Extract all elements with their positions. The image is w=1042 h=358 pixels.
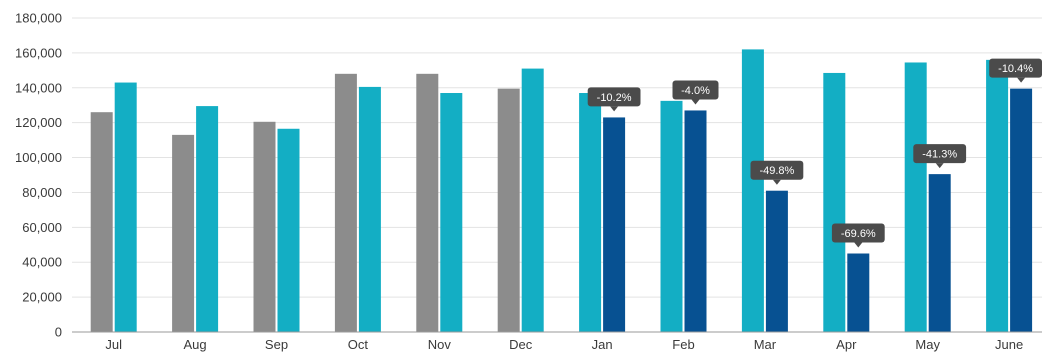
bar-feb-series-2 [660,100,683,332]
bar-june-series-3 [1010,88,1033,333]
bar-dec-series-2 [521,68,544,332]
y-tick-label: 160,000 [15,45,62,60]
bar-feb-series-3 [684,110,707,332]
callout-label: -10.4% [998,63,1033,75]
bar-nov-series-1 [416,73,439,333]
bar-oct-series-1 [334,73,357,333]
callout-may: -41.3% [913,144,967,169]
callout-label: -10.2% [597,92,632,104]
x-tick-label-june: June [995,337,1023,352]
callout-box [587,87,641,107]
callout-box [672,80,719,100]
x-axis-tick-labels: Jul Aug Sep Oct Nov Dec Jan Feb Mar Apr May June [105,337,1023,352]
bar-mar-series-2 [741,49,764,333]
bar-may-series-3 [928,174,951,332]
x-tick-label-aug: Aug [184,337,207,352]
x-tick-label-oct: Oct [348,337,369,352]
callout-june: -10.4% [989,58,1042,83]
callout-box [913,144,967,164]
bar-june-series-2 [986,59,1009,332]
y-tick-label: 80,000 [22,185,62,200]
bars [90,49,1033,333]
bar-sep-series-1 [253,121,276,333]
percent-change-callouts: -10.2% -4.0% -49.8% -69.6% -41.3% -10.4% [587,58,1042,248]
bar-oct-series-2 [358,86,381,333]
callout-box [989,58,1042,78]
y-tick-label: 180,000 [15,11,62,26]
callout-pointer [691,99,700,105]
y-axis-tick-labels: 0 20,000 40,000 60,000 80,000 100,000 120,000 1… [15,11,62,340]
bar-mar-series-3 [765,190,788,332]
callout-pointer [610,106,619,112]
x-tick-label-dec: Dec [509,337,533,352]
callout-jan: -10.2% [587,87,641,112]
callout-pointer [1017,77,1026,83]
bar-apr-series-2 [823,72,846,332]
callout-label: -4.0% [681,85,710,97]
x-tick-label-jul: Jul [105,337,122,352]
callout-box [831,223,885,243]
callout-label: -41.3% [922,149,957,161]
bar-apr-series-3 [847,253,870,332]
x-tick-label-may: May [915,337,940,352]
callout-box [750,160,804,180]
x-tick-label-sep: Sep [265,337,288,352]
callout-label: -69.6% [841,228,876,240]
bar-may-series-2 [904,62,927,332]
y-tick-label: 20,000 [22,290,62,305]
y-tick-label: 140,000 [15,80,62,95]
bar-nov-series-2 [440,93,463,332]
x-tick-label-feb: Feb [672,337,694,352]
y-tick-label: 120,000 [15,115,62,130]
bar-jul-series-2 [114,82,137,333]
x-tick-label-jan: Jan [592,337,613,352]
bar-jul-series-1 [90,112,113,332]
x-tick-label-apr: Apr [836,337,857,352]
y-tick-label: 100,000 [15,150,62,165]
callout-pointer [854,242,863,248]
callout-label: -49.8% [759,165,794,177]
bar-jan-series-3 [603,117,626,332]
callout-pointer [772,179,781,185]
x-tick-label-nov: Nov [428,337,452,352]
bar-jan-series-2 [579,93,602,332]
bar-aug-series-2 [196,106,219,332]
grid-lines [72,17,1042,298]
x-tick-label-mar: Mar [754,337,777,352]
y-tick-label: 60,000 [22,220,62,235]
bar-dec-series-1 [497,88,520,333]
callout-feb: -4.0% [672,80,719,105]
callout-apr: -69.6% [831,223,885,248]
callout-mar: -49.8% [750,160,804,185]
bar-aug-series-1 [172,134,195,332]
y-tick-label: 40,000 [22,255,62,270]
bar-sep-series-2 [277,128,300,332]
callout-pointer [935,163,944,169]
y-tick-label: 0 [55,325,62,340]
